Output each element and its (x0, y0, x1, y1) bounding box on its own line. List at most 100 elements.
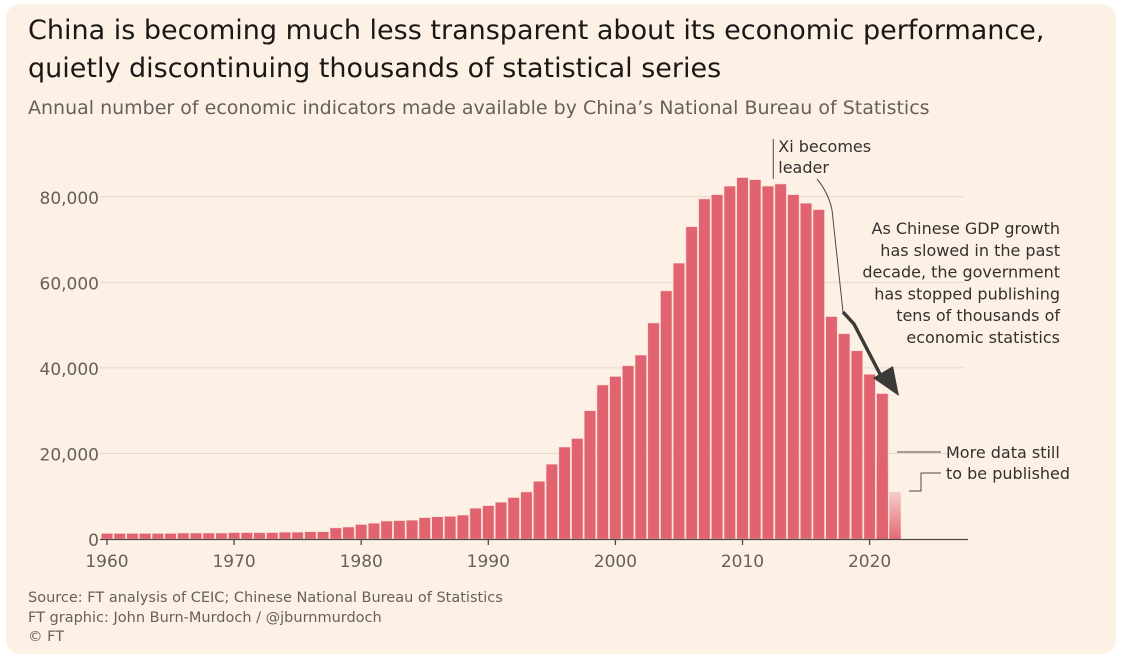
x-tick-label-2000: 2000 (594, 552, 637, 572)
provisional-bar-2022 (889, 491, 901, 539)
y-tick-label-0: 0 (88, 531, 99, 551)
x-tick-label-1970: 1970 (212, 552, 255, 572)
bar-1968 (202, 532, 215, 540)
bar-2002 (634, 354, 647, 540)
bar-2004 (660, 290, 673, 540)
bar-1987 (444, 516, 457, 540)
bar-2000 (609, 376, 622, 540)
bar-1999 (596, 384, 609, 540)
xi-connector-line (816, 178, 844, 313)
bar-1965 (164, 533, 177, 540)
bar-1990 (482, 505, 495, 540)
y-tick-label-80000: 80,000 (40, 189, 99, 209)
more-data-connector-2 (909, 472, 941, 492)
x-tick-label-2020: 2020 (848, 552, 891, 572)
bar-1966 (177, 532, 190, 540)
bar-1967 (189, 532, 203, 540)
bar-2016 (812, 209, 825, 540)
bar-2003 (647, 322, 660, 540)
bar-1969 (215, 532, 228, 540)
bar-2008 (711, 194, 724, 540)
bar-1983 (393, 520, 406, 540)
chart-card: China is becoming much less transparent … (6, 4, 1116, 654)
bar-1978 (329, 527, 342, 540)
bar-1963 (139, 533, 152, 540)
chart-subtitle: Annual number of economic indicators mad… (28, 97, 930, 119)
bar-2007 (698, 198, 711, 540)
bar-2019 (850, 350, 863, 540)
chart-title: China is becoming much less transparent … (28, 12, 1108, 88)
xi-annotation-line-2: leader (778, 158, 829, 177)
bar-1974 (278, 531, 291, 540)
bar-1980 (355, 524, 368, 540)
bar-1971 (240, 532, 253, 540)
bar-2020 (863, 374, 876, 540)
gdp-annotation-line-4: has stopped publishing (874, 284, 1060, 303)
y-tick-label-40000: 40,000 (40, 360, 99, 380)
chart-title-line-2: quietly discontinuing thousands of stati… (28, 53, 722, 84)
bar-1991 (494, 501, 508, 540)
bar-1996 (558, 446, 571, 540)
decline-arrowhead (873, 366, 899, 396)
provisional-bar-2021 (876, 455, 889, 539)
bar-1984 (405, 519, 419, 540)
bar-1973 (266, 532, 279, 540)
bar-1986 (431, 516, 444, 540)
bar-1997 (571, 438, 584, 540)
y-tick-label-20000: 20,000 (40, 445, 99, 465)
x-tick-label-1960: 1960 (85, 552, 128, 572)
bar-2005 (672, 262, 686, 540)
chart-title-line-1: China is becoming much less transparent … (28, 15, 1045, 46)
copyright: © FT (28, 629, 65, 645)
bar-1985 (418, 517, 431, 540)
bar-1961 (113, 533, 126, 540)
y-tick-label-60000: 60,000 (40, 274, 99, 294)
bar-1988 (456, 514, 469, 540)
decline-arrow-shaft (841, 310, 883, 377)
axes: 0 20,000 40,000 60,000 80,000 1960 1970 1980 199… (40, 189, 968, 572)
bar-1998 (583, 410, 597, 540)
source-note: Source: FT analysis of CEIC; Chinese Nat… (28, 590, 503, 606)
chart-footer: Source: FT analysis of CEIC; Chinese Nat… (28, 589, 503, 648)
bar-1982 (380, 520, 393, 540)
bar-1962 (126, 533, 139, 540)
gdp-annotation-line-3: decade, the government (862, 263, 1060, 282)
bar-2015 (799, 202, 813, 540)
bar-1989 (469, 507, 482, 540)
gdp-annotation-line-6: economic statistics (906, 328, 1060, 347)
bar-1970 (228, 532, 241, 540)
bar-2010 (736, 177, 749, 540)
bar-2013 (774, 183, 787, 540)
more-data-annotation-line-2: to be published (946, 464, 1070, 483)
gdp-annotation-line-2: has slowed in the past (880, 241, 1060, 260)
bar-1964 (151, 533, 164, 540)
bar-2012 (761, 185, 774, 540)
bar-1960 (100, 533, 114, 540)
gdp-annotation-line-5: tens of thousands of (896, 306, 1060, 325)
bar-2018 (838, 333, 851, 540)
annotations: Xi becomes leader As Chinese GDP growth has… (772, 137, 1070, 492)
bar-1992 (507, 497, 520, 540)
bar-chart: 0 20,000 40,000 60,000 80,000 1960 1970 1980 199… (40, 137, 1071, 572)
graphic-credit: FT graphic: John Burn-Murdoch / @jburnmu… (28, 609, 382, 626)
x-tick-label-1980: 1980 (340, 552, 383, 572)
gdp-annotation-line-1: As Chinese GDP growth (872, 219, 1061, 238)
bar-2014 (787, 194, 800, 540)
x-tick-label-2010: 2010 (721, 552, 764, 572)
bar-2009 (723, 185, 736, 540)
x-tick-label-1990: 1990 (467, 552, 510, 572)
bar-2006 (685, 226, 698, 540)
bar-1976 (304, 531, 317, 540)
bars (100, 177, 901, 540)
xi-annotation-line-1: Xi becomes (778, 137, 871, 156)
bar-1977 (317, 531, 330, 540)
more-data-annotation-line-1: More data still (946, 443, 1060, 462)
bar-1972 (253, 532, 266, 540)
bar-1975 (291, 531, 304, 540)
bar-1994 (533, 480, 546, 540)
bar-1979 (342, 526, 355, 540)
bar-1995 (545, 463, 558, 540)
bar-2001 (622, 365, 635, 540)
bar-1993 (520, 491, 533, 540)
bar-2017 (825, 316, 838, 540)
